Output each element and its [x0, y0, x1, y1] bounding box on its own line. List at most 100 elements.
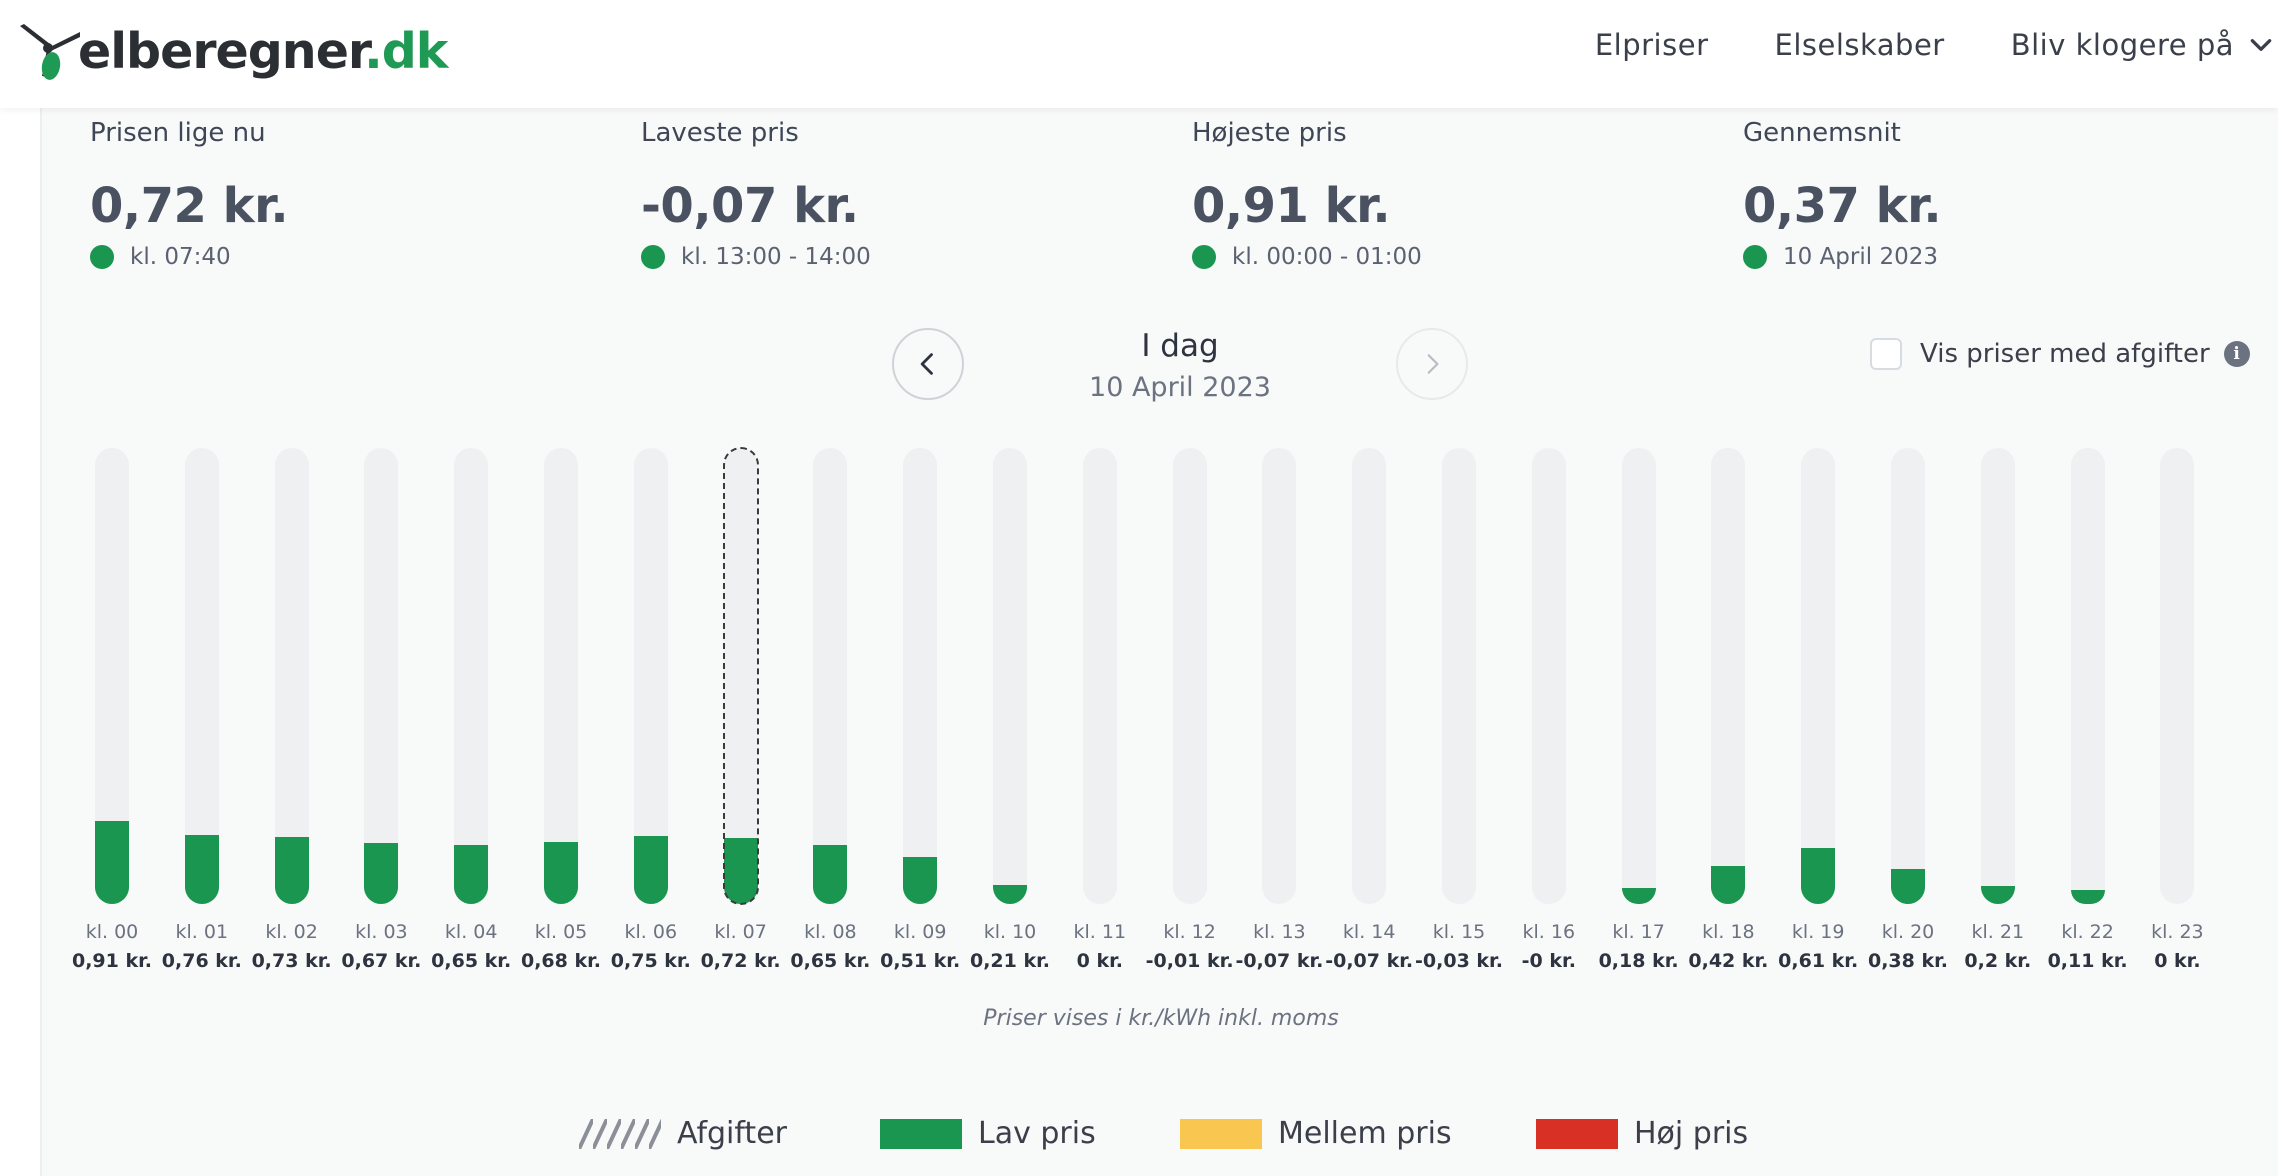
bar-track[interactable]: [454, 448, 489, 904]
price-bar: [454, 844, 489, 904]
stat-sub: kl. 00:00 - 01:00: [1192, 244, 1712, 270]
legend-label: Afgifter: [677, 1116, 787, 1151]
price-label: 0,65 kr.: [790, 950, 871, 972]
hour-label: kl. 15: [1432, 921, 1486, 943]
price-bar: [813, 844, 848, 904]
bar-track[interactable]: [1442, 448, 1476, 904]
price-label: 0,68 kr.: [520, 950, 601, 972]
wind-turbine-logo-icon: [20, 24, 80, 80]
logo-text: elberegner.dk: [78, 22, 448, 80]
bar-track[interactable]: [1262, 448, 1297, 904]
logo[interactable]: elberegner.dk: [14, 18, 448, 84]
bar-track[interactable]: [1352, 448, 1387, 904]
price-bar: [544, 841, 578, 904]
bar-track[interactable]: [1621, 448, 1656, 904]
price-label: 0,11 kr.: [2047, 950, 2128, 972]
price-label: 0,51 kr.: [880, 950, 961, 972]
bar-track[interactable]: [993, 448, 1027, 904]
stat-sub: kl. 13:00 - 14:00: [641, 244, 1161, 270]
bar-track[interactable]: [813, 448, 848, 904]
stat-label: Gennemsnit: [1743, 118, 1901, 148]
stat-value: 0,37 kr.: [1743, 178, 1942, 234]
hour-label: kl. 17: [1612, 921, 1665, 943]
legend-item-hoj-pris: Høj pris: [1536, 1116, 1748, 1151]
bar-track[interactable]: [903, 448, 938, 904]
stat-sub-text: 10 April 2023: [1783, 244, 1938, 270]
chevron-left-icon: [920, 353, 933, 375]
bar-track[interactable]: [1801, 448, 1836, 904]
status-dot: [1743, 245, 1767, 269]
price-bar: [2070, 890, 2105, 904]
price-label: 0,21 kr.: [969, 950, 1050, 972]
price-label: 0,42 kr.: [1688, 950, 1769, 972]
hour-label: kl. 07: [714, 921, 767, 943]
chevron-down-icon: [2250, 39, 2272, 51]
bar-track[interactable]: [2070, 448, 2105, 904]
price-bar: [993, 884, 1027, 904]
hour-label: kl. 18: [1702, 921, 1755, 943]
price-bar: [1891, 869, 1925, 904]
current-hour-outline: [722, 447, 759, 905]
bar-track[interactable]: [1891, 448, 1925, 904]
stat-label: Højeste pris: [1192, 118, 1347, 148]
hour-label: kl. 12: [1163, 921, 1216, 943]
price-panel: Prisen lige nu 0,72 kr. kl. 07:40 Lavest…: [40, 108, 2278, 1176]
price-label: -0,07 kr.: [1235, 950, 1324, 972]
info-icon[interactable]: i: [2223, 341, 2250, 367]
nav-elselskaber[interactable]: Elselskaber: [1774, 28, 1945, 62]
bar-track[interactable]: [544, 448, 578, 904]
price-label: -0,01 kr.: [1145, 950, 1234, 972]
price-bar: [1711, 865, 1746, 904]
stat-average-price: Gennemsnit 0,37 kr. 10 April 2023: [1743, 118, 2263, 270]
bar-track[interactable]: [95, 448, 129, 904]
legend-item-afgifter: Afgifter: [579, 1116, 787, 1151]
price-label: 0,73 kr.: [251, 950, 332, 972]
price-label: -0 kr.: [1521, 950, 1576, 972]
price-bar: [184, 834, 219, 904]
bar-track[interactable]: [1980, 448, 2015, 904]
bar-track[interactable]: [1172, 448, 1207, 904]
price-bar: [1980, 885, 2015, 904]
bar-track[interactable]: [364, 448, 399, 904]
stat-value: -0,07 kr.: [641, 178, 859, 234]
stat-sub-text: kl. 07:40: [130, 244, 231, 270]
nav-bliv-klogere[interactable]: Bliv klogere på: [2011, 28, 2278, 62]
hour-label: kl. 01: [175, 921, 229, 943]
hour-label: kl. 11: [1073, 921, 1127, 943]
legend-swatch: [1536, 1118, 1618, 1149]
bar-track[interactable]: [274, 448, 309, 904]
previous-day-button[interactable]: [892, 328, 964, 400]
hour-label: kl. 10: [983, 921, 1037, 943]
bar-track[interactable]: [1711, 448, 1746, 904]
hour-label: kl. 13: [1253, 921, 1306, 943]
hatched-swatch-icon: [579, 1118, 661, 1149]
main-nav: Elpriser Elselskaber Bliv klogere på: [1595, 28, 2278, 62]
hour-label: kl. 02: [265, 921, 318, 943]
bar-track[interactable]: [2160, 448, 2195, 904]
bar-track[interactable]: [1531, 448, 1566, 904]
price-bar: [903, 857, 938, 904]
stat-sub-text: kl. 13:00 - 14:00: [681, 244, 871, 270]
bar-track[interactable]: [723, 448, 758, 904]
hour-label: kl. 21: [1971, 921, 2025, 943]
legend-item-lav-pris: Lav pris: [880, 1116, 1096, 1151]
hour-label: kl. 20: [1881, 921, 1935, 943]
price-label: 0,38 kr.: [1867, 950, 1948, 972]
nav-elpriser[interactable]: Elpriser: [1594, 28, 1709, 62]
hour-label: kl. 04: [444, 921, 498, 943]
tax-checkbox[interactable]: [1870, 338, 1902, 370]
price-label: 0,61 kr.: [1778, 950, 1859, 972]
bar-track[interactable]: [184, 448, 219, 904]
next-day-button[interactable]: [1396, 328, 1468, 400]
bar-track[interactable]: [1082, 448, 1117, 904]
bar-track[interactable]: [633, 448, 668, 904]
legend-item-mellem-pris: Mellem pris: [1180, 1116, 1452, 1151]
date-title: I dag: [1141, 328, 1219, 364]
price-bar: [1801, 848, 1836, 904]
price-label: -0,03 kr.: [1415, 950, 1503, 972]
legend: Afgifter Lav pris Mellem pris Høj pris: [42, 1116, 2278, 1156]
price-label: 0,2 kr.: [1964, 950, 2032, 972]
date-subtitle: 10 April 2023: [1089, 372, 1271, 403]
hour-label: kl. 00: [85, 921, 139, 943]
hour-label: kl. 05: [534, 921, 588, 943]
